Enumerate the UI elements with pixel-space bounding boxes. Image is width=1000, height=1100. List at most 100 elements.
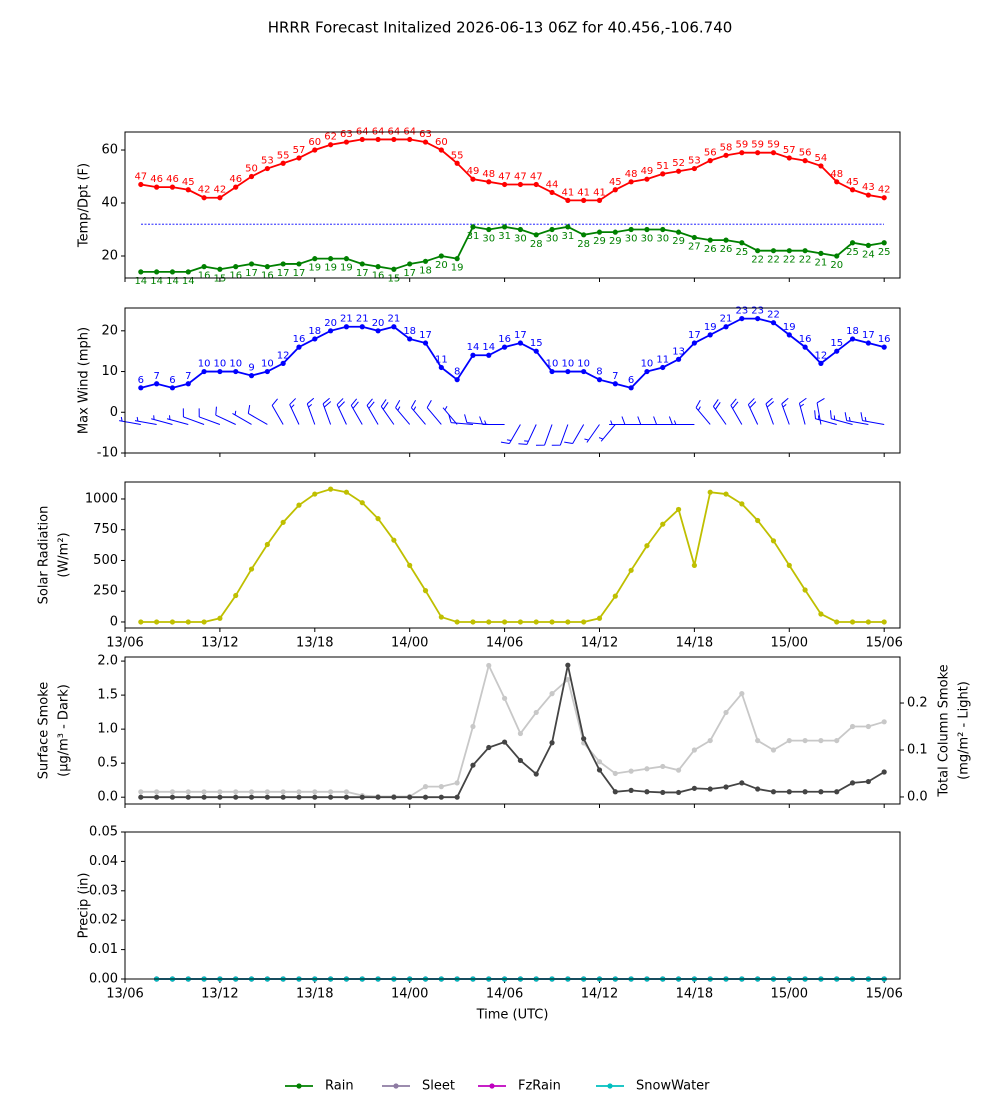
point	[328, 789, 334, 795]
legend-marker	[607, 1083, 613, 1089]
ylabel: Max Wind (mph)	[77, 327, 92, 434]
wind-barb	[151, 415, 173, 425]
data-label: 21	[340, 314, 353, 325]
x-tick-label: 15/00	[771, 987, 808, 1002]
data-label: 47	[530, 171, 543, 182]
point	[865, 192, 871, 198]
point	[470, 723, 476, 730]
point	[596, 229, 603, 235]
data-label: 51	[656, 161, 669, 172]
data-label: 41	[593, 187, 606, 198]
point	[454, 780, 460, 786]
point	[264, 264, 270, 270]
point	[628, 787, 634, 793]
x-tick-label: 14/12	[581, 636, 618, 651]
wind-barb	[448, 414, 474, 425]
point	[486, 352, 492, 358]
point	[802, 587, 808, 593]
point	[233, 184, 239, 190]
point	[565, 224, 571, 230]
point	[422, 588, 429, 594]
point	[644, 226, 650, 233]
point	[770, 747, 777, 753]
plot-frame	[124, 831, 901, 980]
point	[533, 709, 539, 716]
point	[391, 324, 397, 330]
data-label: 62	[324, 132, 337, 143]
point	[881, 344, 887, 350]
point	[628, 567, 634, 573]
x-tick-label: 14/18	[676, 987, 713, 1002]
x-tick-label: 14/18	[676, 636, 713, 651]
point	[470, 352, 476, 358]
point	[881, 769, 887, 775]
point	[264, 541, 270, 548]
point	[280, 360, 286, 366]
point	[422, 258, 429, 264]
point	[248, 173, 255, 180]
ylabel: (μg/m³ - Dark)	[57, 684, 72, 777]
point	[707, 237, 713, 243]
data-label: 41	[577, 187, 590, 198]
data-label: 30	[625, 234, 638, 245]
y-tick-label: 1.0	[97, 722, 118, 737]
point	[248, 373, 255, 379]
y-tick-label: 1.5	[97, 688, 118, 703]
data-label: 10	[561, 359, 574, 370]
point	[834, 789, 840, 795]
x-tick-label: 15/00	[771, 636, 808, 651]
point	[549, 189, 555, 196]
wind-barb	[551, 424, 569, 446]
point	[786, 248, 792, 254]
data-label: 16	[498, 334, 511, 345]
point	[185, 794, 191, 800]
data-label: 8	[596, 367, 602, 378]
point	[154, 619, 160, 625]
y-tick-label: 0.0	[97, 790, 118, 805]
data-label: 17	[293, 268, 306, 279]
data-label: 59	[751, 140, 764, 151]
point	[233, 264, 239, 270]
point	[739, 780, 745, 786]
point	[739, 150, 745, 156]
point	[501, 224, 508, 230]
point	[391, 136, 397, 143]
x-tick-label: 13/06	[106, 987, 143, 1002]
point	[296, 502, 302, 508]
data-label: 59	[735, 140, 748, 151]
point	[802, 248, 808, 254]
data-label: 56	[704, 148, 717, 159]
point	[533, 348, 539, 354]
point	[233, 794, 239, 800]
point	[707, 158, 713, 164]
point	[138, 269, 144, 275]
point	[328, 486, 334, 492]
data-label: 31	[498, 231, 511, 242]
point	[407, 794, 413, 800]
point	[201, 264, 207, 270]
point	[501, 695, 508, 701]
point	[248, 261, 255, 267]
point	[517, 226, 524, 233]
data-label: 23	[735, 306, 748, 317]
point	[786, 155, 792, 161]
wind-barb	[215, 406, 236, 425]
point	[675, 229, 682, 235]
point	[628, 768, 634, 774]
point	[375, 328, 381, 334]
data-label: 14	[182, 276, 195, 287]
data-label: 21	[356, 314, 369, 325]
point	[154, 381, 160, 387]
point	[770, 248, 777, 254]
point	[407, 336, 413, 342]
data-label: 47	[498, 171, 511, 182]
data-label: 10	[641, 359, 654, 370]
point	[723, 324, 729, 330]
point	[849, 336, 856, 342]
data-label: 48	[830, 169, 843, 180]
point	[818, 163, 824, 169]
point	[438, 364, 444, 371]
point	[675, 506, 682, 513]
legend-marker	[393, 1083, 399, 1089]
